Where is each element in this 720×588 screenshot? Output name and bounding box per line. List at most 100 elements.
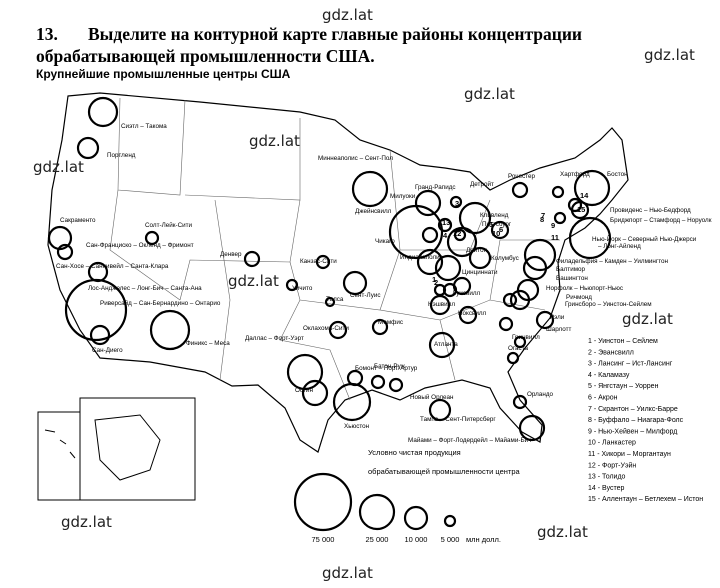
city-circle [351,170,389,208]
legend-value: 10 000 [405,535,428,544]
key-item: 7 - Скрантон – Уилкс-Барре [588,406,678,413]
city-circle [428,398,452,422]
city-circle [434,254,462,282]
city-circle [421,226,439,244]
city-circle [511,181,529,199]
city-label: Гранд-Рапидс [415,184,456,191]
city-circle [371,318,389,336]
city-label: Батон-Руж [374,363,406,370]
size-legend-title: обрабатывающей промышленности центра [368,467,521,476]
city-circle [388,377,404,393]
city-label: Бриджпорт – Стамфорд – Норуолк [610,217,712,224]
city-circle [301,379,329,407]
key-item: 9 - Нью-Хейвен – Милфорд [588,427,677,435]
us-outline [47,92,629,453]
city-label: Балтимор [556,266,586,273]
city-label: Огаста [508,345,529,352]
city-circle [64,278,128,342]
city-label: Провиденс – Нью-Бедфорд [610,207,691,214]
key-item: 2 - Эвансвилл [588,349,634,356]
city-label: Солт-Лейк-Сити [145,221,193,229]
city-circle [490,220,510,240]
city-circle [89,324,111,346]
city-circle [458,201,492,235]
watermark: gdz.lat [644,46,695,64]
legend-unit: млн долл. [466,535,501,544]
city-circle [285,278,299,292]
task-title: Выделите на контурной карте главные райо… [88,24,582,44]
city-circle [567,197,583,213]
key-item: 15 - Аллентаун – Бетлехем – Истон [588,496,703,503]
city-label: Сиэтл – Такома [121,123,167,130]
city-label: Рочестер [508,173,536,180]
circle-number: 10 [492,229,500,238]
city-circle [551,185,565,199]
city-label: Рэли [550,314,565,321]
city-label: Риверсайд – Сан-Бернардино – Онтарио [100,299,221,307]
legend-circle [443,514,457,528]
city-circle [87,96,119,128]
legend-circle [403,505,429,531]
city-label: Цинциннати [462,269,498,276]
city-label: Миннеаполис – Сент-Пол [318,155,393,162]
city-circle [509,289,531,311]
city-circle [286,353,324,391]
city-label: Тампа – Сент-Питерсберг [420,415,496,423]
city-circle [47,225,73,251]
key-item: 14 - Вустер [588,485,625,492]
city-circle [428,331,456,359]
watermark: gdz.lat [322,564,373,582]
circle-number: 4 [443,231,448,240]
circle-number: 3 [455,199,459,208]
city-circle [568,216,612,260]
watermark: gdz.lat [322,6,373,24]
city-label: Сент-Луис [350,292,381,299]
city-circle [437,217,453,233]
city-label: Колумбус [491,254,519,262]
city-label: Питтсбург [482,220,512,228]
city-label: Бостон [607,171,628,178]
city-circle [76,136,100,160]
city-label: Норфолк – Ньюпорт-Ньюс [546,285,623,292]
circle-number: 11 [551,233,559,242]
city-circle [414,189,442,217]
task-title: обрабатывающей промышленности США. [36,46,375,66]
city-circle [453,228,467,242]
legend-circle [293,472,353,532]
city-label: Атланта [434,341,458,348]
city-label: Ноксвилл [458,310,487,317]
city-circle [315,254,331,270]
city-label: Оклахома-Сити [303,325,349,332]
circle-number: 14 [580,191,589,200]
watermark: gdz.lat [622,310,673,328]
city-circle [573,169,611,207]
city-circle [332,382,372,422]
circle-number: 8 [540,215,544,224]
city-label: Хартфорд [560,171,590,178]
legend-value: 25 000 [366,535,389,544]
watermark: gdz.lat [61,513,112,531]
city-label: Сан-Диего [92,347,123,354]
circle-number: 7 [541,211,545,220]
city-circle [243,250,261,268]
city-label: Финикс – Меса [186,340,230,347]
circle-number: 12 [453,229,461,238]
city-label: Даллас – Форт-Уэрт [245,335,304,342]
city-circle [512,394,528,410]
city-label: Детройт [470,180,494,188]
city-label: Чикаго [375,238,395,245]
map-title: Крупнейшие промышленные центры США [36,67,291,81]
key-item: 12 - Форт-Уэйн [588,461,636,469]
city-circle [518,414,546,442]
key-item: 5 - Янгстаун – Уоррен [588,383,659,390]
watermark: gdz.lat [228,272,279,290]
city-circle [342,270,368,296]
city-label: Сакраменто [60,217,96,224]
city-label: Нэшвилл [428,301,455,308]
city-circle [449,195,463,209]
city-label: Гринвилл [512,334,540,341]
city-label: – Лонг-Айленд [598,242,641,250]
city-label: Хьюстон [344,423,370,430]
city-label: Денвер [220,251,242,258]
